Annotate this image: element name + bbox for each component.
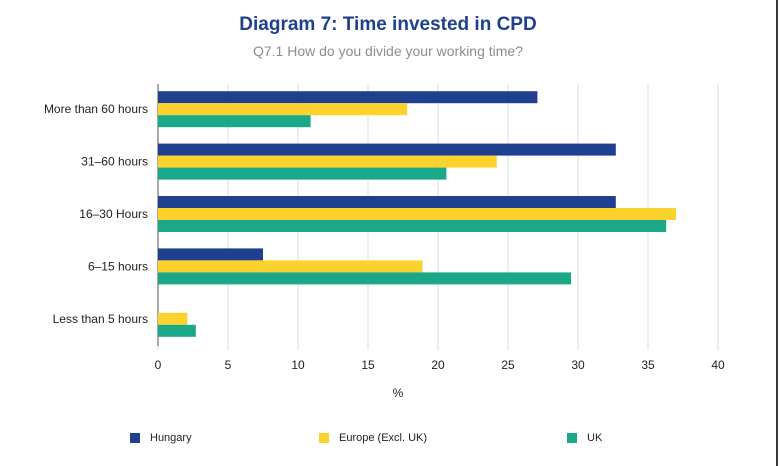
legend-swatch-uk [567, 433, 577, 443]
bar-hungary-2 [158, 196, 616, 208]
legend-item-hungary: Hungary [130, 432, 192, 444]
bar-europe-excl-uk--0 [158, 103, 408, 116]
x-tick-label: 5 [225, 358, 232, 372]
x-tick-label: 30 [571, 358, 585, 372]
bar-hungary-1 [158, 143, 616, 156]
x-tick-label: 0 [155, 358, 162, 372]
bar-uk-0 [158, 115, 311, 128]
legend-item-uk: UK [567, 432, 602, 444]
legend-label-europe: Europe (Excl. UK) [339, 432, 428, 444]
y-tick-label: More than 60 hours [44, 102, 148, 116]
legend-swatch-europe [319, 433, 329, 443]
bar-europe-excl-uk--1 [158, 155, 497, 168]
x-tick-label: 20 [431, 358, 445, 372]
frame-border [776, 0, 778, 466]
bar-uk-4 [158, 324, 196, 337]
x-tick-label: 15 [361, 358, 375, 372]
chart-title: Diagram 7: Time invested in CPD [239, 14, 537, 35]
bar-hungary-3 [158, 248, 263, 261]
bar-europe-excl-uk--4 [158, 312, 188, 325]
legend-swatch-hungary [130, 433, 140, 443]
y-tick-label: 16–30 Hours [79, 207, 148, 221]
y-tick-label: Less than 5 hours [53, 312, 148, 326]
legend-item-europe: Europe (Excl. UK) [319, 432, 427, 444]
x-tick-label: 40 [711, 358, 725, 372]
x-tick-label: 35 [641, 358, 655, 372]
x-axis-label: % [393, 386, 404, 400]
bar-uk-3 [158, 272, 571, 285]
bar-europe-excl-uk--2 [158, 208, 676, 220]
bar-uk-2 [158, 220, 667, 232]
bar-hungary-0 [158, 91, 538, 104]
bar-uk-1 [158, 167, 447, 180]
legend-label-hungary: Hungary [150, 432, 192, 444]
y-tick-label: 6–15 hours [88, 259, 148, 273]
bar-europe-excl-uk--3 [158, 260, 423, 273]
legend: Hungary Europe (Excl. UK) UK [0, 432, 776, 448]
y-tick-label: 31–60 hours [81, 155, 148, 169]
x-tick-label: 25 [501, 358, 515, 372]
legend-label-uk: UK [587, 432, 603, 444]
chart-subtitle: Q7.1 How do you divide your working time… [252, 43, 524, 59]
x-tick-label: 10 [291, 358, 305, 372]
